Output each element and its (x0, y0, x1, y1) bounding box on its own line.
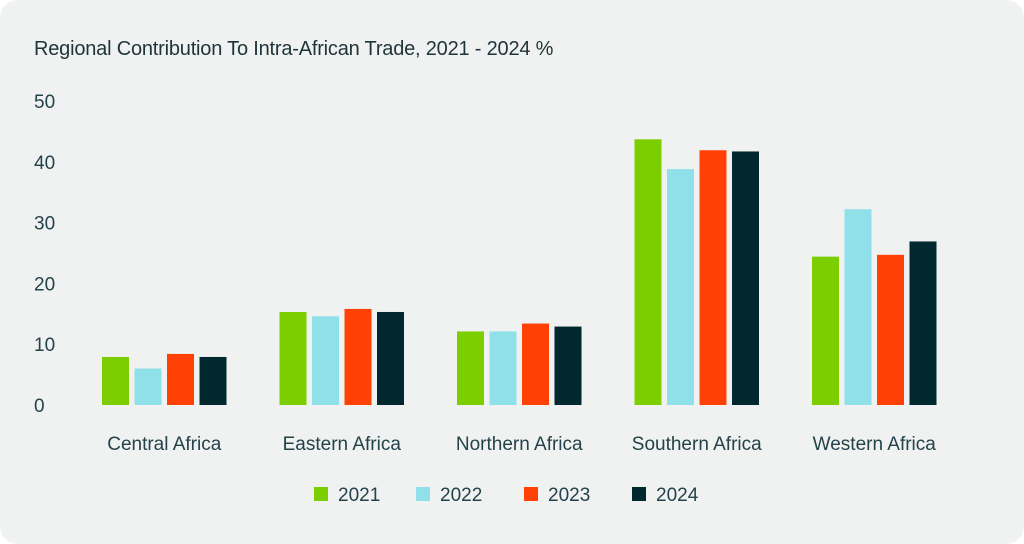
bar-2022-eastern-africa (312, 316, 339, 405)
y-tick-label: 10 (34, 335, 55, 356)
bar-2021-central-africa (102, 356, 129, 405)
legend-swatch-2023 (524, 487, 538, 501)
legend-swatch-2021 (314, 487, 328, 501)
bar-2024-central-africa (199, 356, 227, 405)
x-tick-label: Central Africa (107, 434, 221, 455)
bar-2022-northern-africa (489, 331, 517, 405)
bar-2021-western-africa (812, 256, 839, 405)
bar-2022-central-africa (134, 368, 162, 405)
bar-2023-central-africa (167, 353, 194, 405)
bar-2021-southern-africa (634, 139, 662, 405)
x-tick-label: Eastern Africa (283, 434, 402, 455)
legend-label-2022: 2022 (440, 485, 482, 506)
bar-2023-southern-africa (699, 150, 727, 405)
bar-2024-northern-africa (554, 326, 582, 405)
x-tick-label: Northern Africa (456, 434, 583, 455)
y-tick-label: 0 (34, 396, 45, 417)
bar-2023-eastern-africa (344, 308, 372, 405)
bar-2024-eastern-africa (377, 311, 404, 405)
chart-title: Regional Contribution To Intra-African T… (34, 38, 554, 60)
legend-label-2024: 2024 (656, 485, 699, 506)
legend-label-2021: 2021 (338, 485, 380, 506)
legend-swatch-2024 (632, 487, 646, 501)
y-tick-label: 50 (34, 92, 55, 113)
y-tick-label: 30 (34, 214, 55, 235)
bar-2024-southern-africa (732, 151, 759, 405)
bar-2022-western-africa (844, 209, 872, 405)
bar-2023-western-africa (877, 254, 904, 405)
bar-2022-southern-africa (667, 169, 694, 405)
bar-2023-northern-africa (522, 323, 549, 405)
x-tick-label: Southern Africa (632, 434, 762, 455)
bar-2024-western-africa (909, 241, 937, 405)
y-tick-label: 40 (34, 153, 55, 174)
legend-label-2023: 2023 (548, 485, 590, 506)
legend-swatch-2022 (416, 487, 430, 501)
bar-2021-eastern-africa (279, 311, 307, 405)
bar-2021-northern-africa (457, 331, 484, 405)
x-tick-label: Western Africa (813, 434, 937, 455)
y-tick-label: 20 (34, 274, 55, 295)
